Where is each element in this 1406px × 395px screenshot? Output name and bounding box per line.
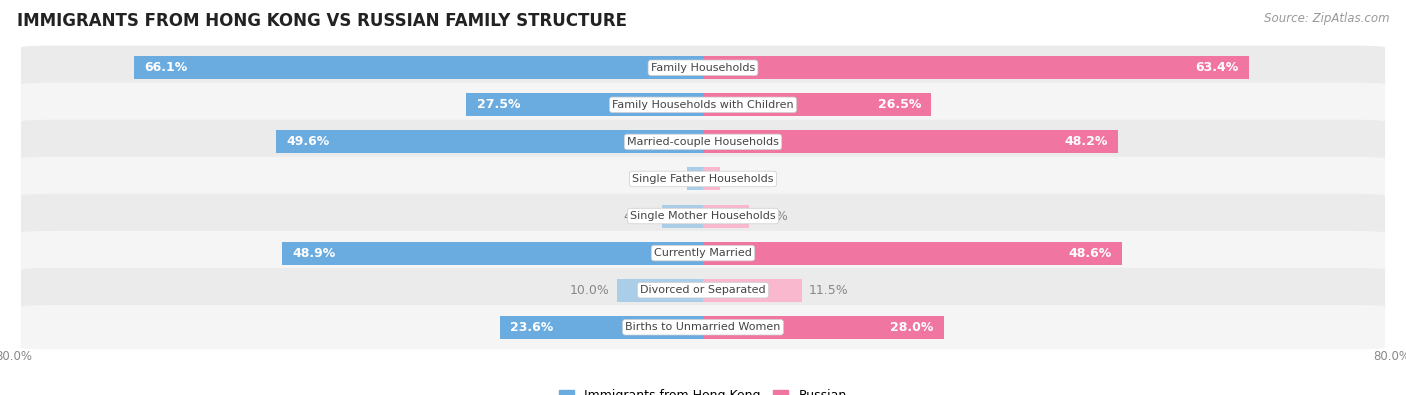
Bar <box>281 242 703 265</box>
Bar <box>703 278 801 302</box>
Text: 2.0%: 2.0% <box>727 173 759 186</box>
Legend: Immigrants from Hong Kong, Russian: Immigrants from Hong Kong, Russian <box>554 384 852 395</box>
Text: 63.4%: 63.4% <box>1195 61 1239 74</box>
Bar <box>703 56 1249 79</box>
Text: 10.0%: 10.0% <box>569 284 610 297</box>
Text: 48.6%: 48.6% <box>1069 246 1111 260</box>
Bar <box>703 242 1122 265</box>
Text: Currently Married: Currently Married <box>654 248 752 258</box>
Text: 26.5%: 26.5% <box>877 98 921 111</box>
Bar <box>276 130 703 153</box>
Bar <box>703 93 931 117</box>
Bar <box>662 205 703 228</box>
FancyBboxPatch shape <box>21 83 1385 127</box>
Text: 66.1%: 66.1% <box>143 61 187 74</box>
Bar <box>499 316 703 339</box>
Text: 23.6%: 23.6% <box>510 321 554 334</box>
Text: IMMIGRANTS FROM HONG KONG VS RUSSIAN FAMILY STRUCTURE: IMMIGRANTS FROM HONG KONG VS RUSSIAN FAM… <box>17 12 627 30</box>
FancyBboxPatch shape <box>21 231 1385 275</box>
Text: 27.5%: 27.5% <box>477 98 520 111</box>
Text: Single Father Households: Single Father Households <box>633 174 773 184</box>
Text: Married-couple Households: Married-couple Households <box>627 137 779 147</box>
Bar <box>703 130 1118 153</box>
FancyBboxPatch shape <box>21 305 1385 350</box>
Bar <box>617 278 703 302</box>
Text: 11.5%: 11.5% <box>808 284 849 297</box>
Text: 5.3%: 5.3% <box>755 209 787 222</box>
Text: 48.9%: 48.9% <box>292 246 336 260</box>
Bar <box>703 205 748 228</box>
Bar <box>703 316 945 339</box>
Bar <box>467 93 703 117</box>
FancyBboxPatch shape <box>21 194 1385 238</box>
Text: Family Households with Children: Family Households with Children <box>612 100 794 110</box>
Text: Source: ZipAtlas.com: Source: ZipAtlas.com <box>1264 12 1389 25</box>
Text: 48.2%: 48.2% <box>1064 135 1108 149</box>
FancyBboxPatch shape <box>21 120 1385 164</box>
FancyBboxPatch shape <box>21 268 1385 312</box>
Text: 49.6%: 49.6% <box>287 135 329 149</box>
Text: 4.8%: 4.8% <box>623 209 655 222</box>
Bar <box>134 56 703 79</box>
FancyBboxPatch shape <box>21 45 1385 90</box>
Bar <box>688 167 703 190</box>
Bar <box>703 167 720 190</box>
Text: 28.0%: 28.0% <box>890 321 934 334</box>
Text: Family Households: Family Households <box>651 63 755 73</box>
Text: Divorced or Separated: Divorced or Separated <box>640 285 766 295</box>
Text: 1.8%: 1.8% <box>648 173 681 186</box>
FancyBboxPatch shape <box>21 157 1385 201</box>
Text: Single Mother Households: Single Mother Households <box>630 211 776 221</box>
Text: Births to Unmarried Women: Births to Unmarried Women <box>626 322 780 332</box>
